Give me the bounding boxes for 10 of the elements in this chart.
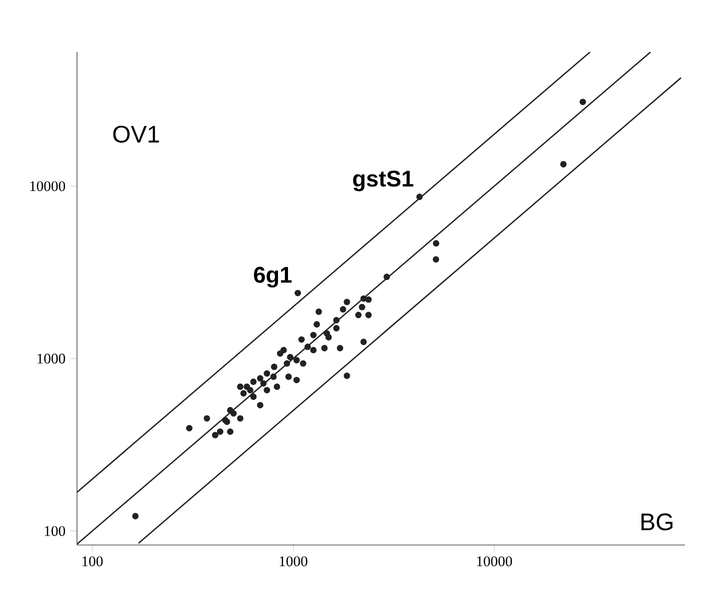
y-tick-label: 10000 <box>30 181 66 192</box>
x-tick-label: 100 <box>82 556 103 566</box>
y-axis-title: OV1 <box>113 126 159 143</box>
annotation: 6g1 <box>254 266 292 288</box>
annotation: gstS1 <box>353 170 414 192</box>
y-tick-label: 1000 <box>38 354 66 364</box>
y-tick-label: 100 <box>44 526 66 536</box>
x-tick-label: 1000 <box>280 556 308 566</box>
x-tick-label: 10000 <box>477 556 512 566</box>
x-axis-title: BG <box>642 513 672 530</box>
